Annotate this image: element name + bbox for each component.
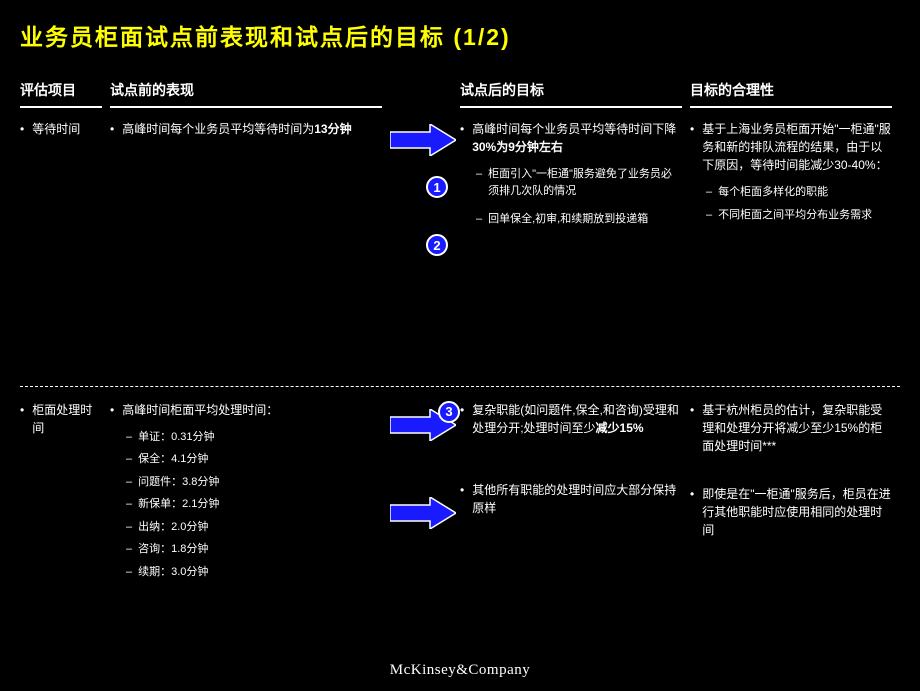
circle-3: 3	[438, 401, 460, 423]
header-arrow-spacer	[390, 80, 460, 120]
arrow-1	[390, 124, 456, 156]
footer-logo: McKinsey&Company	[390, 662, 531, 678]
row2-before: 高峰时间柜面平均处理时间： 单证：0.31分钟 保全：4.1分钟 问题件：3.8…	[110, 401, 390, 587]
row2-rationale-a: 基于杭州柜员的估计，复杂职能受理和处理分开将减少至少15%的柜面处理时间***	[702, 401, 892, 455]
slide-title: 业务员柜面试点前表现和试点后的目标 (1/2)	[20, 18, 900, 52]
divider	[20, 386, 900, 387]
row1-target-sub1: 柜面引入"一柜通"服务避免了业务员必须排几次队的情况	[488, 166, 682, 199]
row1-rationale-main: 基于上海业务员柜面开始"一柜通"服务和新的排队流程的结果，由于以下原因，等待时间…	[702, 120, 892, 174]
arrow-3	[390, 497, 456, 529]
row2-target-a: 复杂职能(如问题件,保全,和咨询)受理和处理分开;处理时间至少减少15%	[472, 401, 682, 437]
header-rationale: 目标的合理性	[690, 80, 892, 108]
row2-before-items: 单证：0.31分钟 保全：4.1分钟 问题件：3.8分钟 新保单：2.1分钟 出…	[110, 429, 382, 581]
row1-target-main: 高峰时间每个业务员平均等待时间下降30%为9分钟左右	[472, 120, 682, 156]
row2-arrow-cell: 3	[390, 401, 460, 587]
row2-category-text: 柜面处理时间	[32, 401, 102, 437]
row2-rationale: 基于杭州柜员的估计，复杂职能受理和处理分开将减少至少15%的柜面处理时间*** …	[690, 401, 900, 587]
row1-category: 等待时间	[20, 120, 110, 234]
row1-rationale-sub1: 每个柜面多样化的职能	[718, 184, 828, 201]
row1-target-sub2: 回单保全,初审,和续期放到投递箱	[488, 211, 648, 228]
header-target: 试点后的目标	[460, 80, 682, 108]
circle-1: 1	[426, 176, 448, 198]
row1-category-text: 等待时间	[32, 120, 80, 138]
row1-before-text: 高峰时间每个业务员平均等待时间为13分钟	[122, 120, 351, 138]
row1-arrow-cell: 1 2	[390, 120, 460, 234]
header-before: 试点前的表现	[110, 80, 382, 108]
row1-before: 高峰时间每个业务员平均等待时间为13分钟	[110, 120, 390, 234]
row2-before-text: 高峰时间柜面平均处理时间：	[122, 401, 278, 419]
row2-rationale-b: 即使是在"一柜通"服务后，柜员在进行其他职能时应使用相同的处理时间	[702, 485, 892, 539]
row1-target: 高峰时间每个业务员平均等待时间下降30%为9分钟左右 柜面引入"一柜通"服务避免…	[460, 120, 690, 234]
content-grid: 评估项目 试点前的表现 试点后的目标 目标的合理性 等待时间 高峰时间每个业务员…	[20, 80, 900, 586]
slide-container: 业务员柜面试点前表现和试点后的目标 (1/2) 评估项目 试点前的表现 试点后的…	[0, 0, 920, 586]
row2-category: 柜面处理时间	[20, 401, 110, 587]
header-category: 评估项目	[20, 80, 102, 108]
footer: McKinsey&Company	[0, 661, 920, 679]
row2-target-b: 其他所有职能的处理时间应大部分保持原样	[472, 481, 682, 517]
row2-target: 复杂职能(如问题件,保全,和咨询)受理和处理分开;处理时间至少减少15% 其他所…	[460, 401, 690, 587]
row1-rationale-sub2: 不同柜面之间平均分布业务需求	[718, 207, 872, 224]
row1-rationale: 基于上海业务员柜面开始"一柜通"服务和新的排队流程的结果，由于以下原因，等待时间…	[690, 120, 900, 234]
